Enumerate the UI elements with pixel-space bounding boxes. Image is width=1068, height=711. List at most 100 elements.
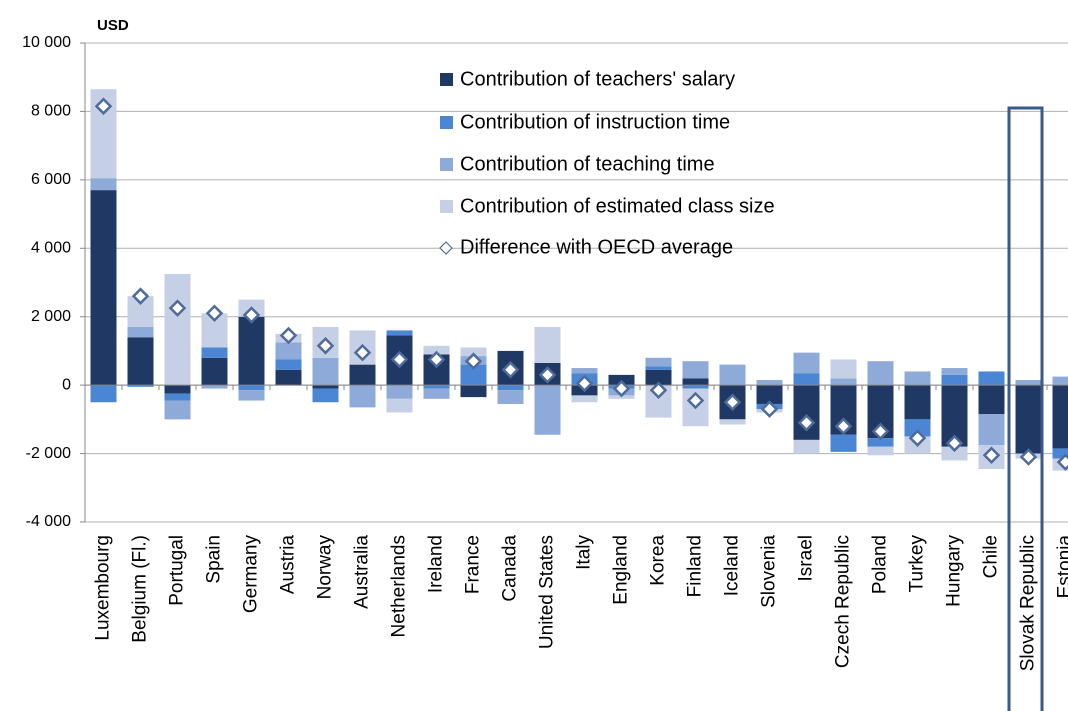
diff-marker — [1056, 453, 1068, 471]
bar-segment — [164, 273, 191, 386]
x-tick-label: Germany — [241, 535, 262, 614]
diff-marker — [834, 417, 853, 435]
bar-segment — [127, 337, 154, 386]
x-tick-label: Belgium (Fl.) — [130, 535, 151, 643]
bar-segment — [1015, 380, 1042, 386]
bar-segment — [1052, 376, 1068, 386]
legend-swatch — [440, 73, 453, 86]
diff-marker — [908, 429, 927, 447]
diff-marker — [760, 400, 779, 418]
diff-marker — [612, 379, 631, 398]
diff-marker — [945, 434, 964, 453]
bar-segment — [275, 359, 302, 370]
bar-segment — [460, 347, 487, 357]
y-tick-label: 4 000 — [31, 240, 71, 257]
bar-segment — [534, 385, 561, 435]
bar-segment — [1052, 448, 1068, 459]
bar-segment — [830, 378, 857, 386]
bar-segment — [312, 385, 339, 389]
x-tick-label: Italy — [574, 535, 595, 570]
x-tick-label: Slovenia — [759, 535, 780, 608]
bar-segment — [238, 390, 265, 401]
diff-marker — [390, 350, 409, 369]
bar-segment — [164, 385, 191, 394]
bar-segment — [460, 364, 487, 386]
bar-segment — [127, 326, 154, 338]
diff-marker — [94, 97, 113, 116]
x-tick-label: Estonia — [1055, 535, 1068, 599]
y-tick-label: 2 000 — [31, 308, 71, 325]
diff-marker — [1019, 448, 1038, 466]
bar-segment — [423, 388, 450, 399]
y-tick-label: 8 000 — [31, 103, 71, 120]
bar-segment — [201, 357, 228, 386]
bar-segment — [164, 400, 191, 420]
bar-segment — [275, 369, 302, 386]
highlight-box — [1007, 106, 1044, 711]
x-tick-label: Turkey — [907, 535, 928, 593]
x-tick-label: Norway — [315, 535, 336, 600]
diff-marker — [353, 343, 372, 362]
bar-segment — [238, 385, 265, 391]
bar-segment — [978, 385, 1005, 415]
bar-segment — [386, 330, 413, 336]
legend-label: Contribution of teaching time — [460, 153, 715, 175]
legend-label: Contribution of instruction time — [460, 111, 730, 133]
diff-marker — [797, 414, 816, 432]
bar-segment — [904, 385, 931, 420]
bar-segment — [571, 368, 598, 374]
bar-segment — [645, 357, 672, 367]
bar-segment — [793, 439, 820, 454]
bar-segment — [793, 385, 820, 440]
legend-swatch — [440, 200, 453, 213]
x-tick-label: United States — [537, 535, 558, 649]
diff-marker — [464, 352, 483, 370]
x-tick-label: Iceland — [722, 535, 743, 596]
plot: -4 000 -2 000 0 2 000 4 000 6 000 8 000 10 000 L… — [22, 34, 1068, 671]
bar-segment — [1052, 385, 1068, 449]
legend-label: Contribution of estimated class size — [460, 195, 775, 217]
bar-segment — [349, 385, 376, 408]
diff-marker — [168, 299, 187, 317]
diff-marker — [205, 304, 224, 323]
x-tick-label: Netherlands — [389, 535, 410, 637]
x-tick-label: Slovak Republic — [1018, 535, 1039, 671]
bar-segment — [164, 393, 191, 401]
diff-marker — [501, 360, 520, 379]
bar-segment — [312, 388, 339, 403]
x-tick-label: Australia — [352, 535, 373, 609]
bar-segment — [90, 385, 117, 403]
bar-segment — [867, 438, 894, 447]
bar-segment — [719, 419, 746, 425]
y-axis-label: USD — [97, 17, 129, 34]
diff-marker — [575, 374, 594, 393]
legend-marker — [439, 241, 453, 255]
bar-segment — [349, 364, 376, 386]
bar-segment — [941, 446, 968, 461]
bar-segment — [682, 361, 709, 379]
diff-marker — [649, 381, 668, 400]
bar-segment — [90, 190, 117, 386]
x-tick-label: Israel — [796, 535, 817, 581]
bar-segment — [238, 316, 265, 386]
x-tick-label: Luxembourg — [93, 535, 114, 641]
legend-label: Difference with OECD average — [460, 236, 733, 258]
diff-marker — [427, 350, 446, 369]
bar-segment — [978, 414, 1005, 446]
diff-marker — [279, 326, 298, 345]
bar-segment — [645, 369, 672, 386]
bar-segment — [386, 385, 413, 399]
legend: Contribution of teachers' salary Contribu… — [439, 68, 775, 258]
x-tick-label: Korea — [648, 535, 669, 586]
bar-segment — [275, 342, 302, 360]
y-tick-label: 6 000 — [31, 171, 71, 188]
diff-marker — [538, 366, 557, 384]
legend-swatch — [440, 158, 453, 171]
diff-marker — [686, 391, 705, 410]
bar-segment — [423, 385, 450, 389]
bar-segment — [867, 446, 894, 456]
x-tick-label: England — [611, 535, 632, 605]
bar-segment — [904, 419, 931, 437]
x-tick-label: Canada — [500, 535, 521, 602]
